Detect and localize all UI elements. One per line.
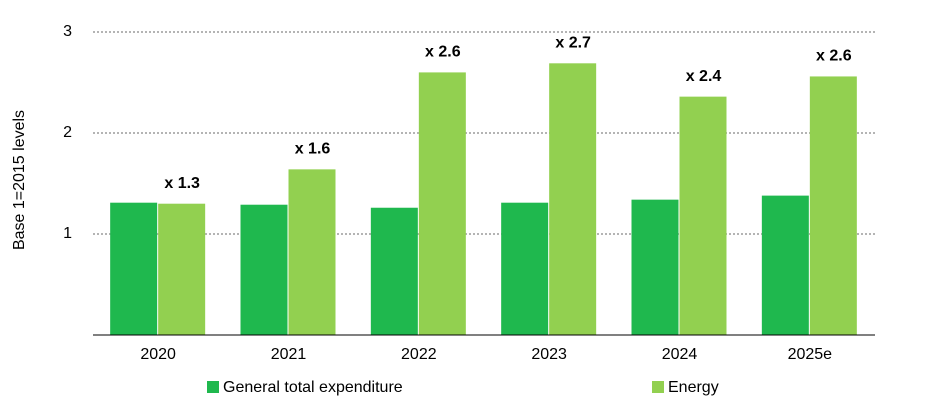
value-label: x 2.6 [816,48,852,65]
y-axis-label: Base 1=2015 levels [11,110,28,250]
value-label: x 2.4 [686,68,722,85]
bar [761,195,809,335]
x-tick-label: 2022 [401,346,437,363]
bar [158,203,206,335]
bar [501,202,549,335]
bar [370,207,418,335]
y-tick-label: 2 [63,124,72,141]
legend-swatch [652,381,664,393]
x-tick-label: 2021 [271,346,307,363]
x-tick-label: 2023 [531,346,567,363]
bar [288,169,336,335]
bar [809,76,857,335]
legend-label: Energy [668,379,719,396]
legend-swatch [207,381,219,393]
x-tick-label: 2025e [788,346,833,363]
value-label: x 2.7 [555,35,591,52]
value-label: x 2.6 [425,44,461,61]
bar [240,204,288,335]
bar [110,202,158,335]
value-label: x 1.6 [295,141,331,158]
x-tick-label: 2024 [662,346,698,363]
x-tick-label: 2020 [140,346,176,363]
bar [679,96,727,335]
bar [418,72,466,336]
bar [549,63,597,336]
y-tick-label: 1 [63,225,72,242]
legend-label: General total expenditure [223,379,403,396]
bar [631,199,679,335]
y-tick-label: 3 [63,23,72,40]
value-label: x 1.3 [164,175,200,192]
